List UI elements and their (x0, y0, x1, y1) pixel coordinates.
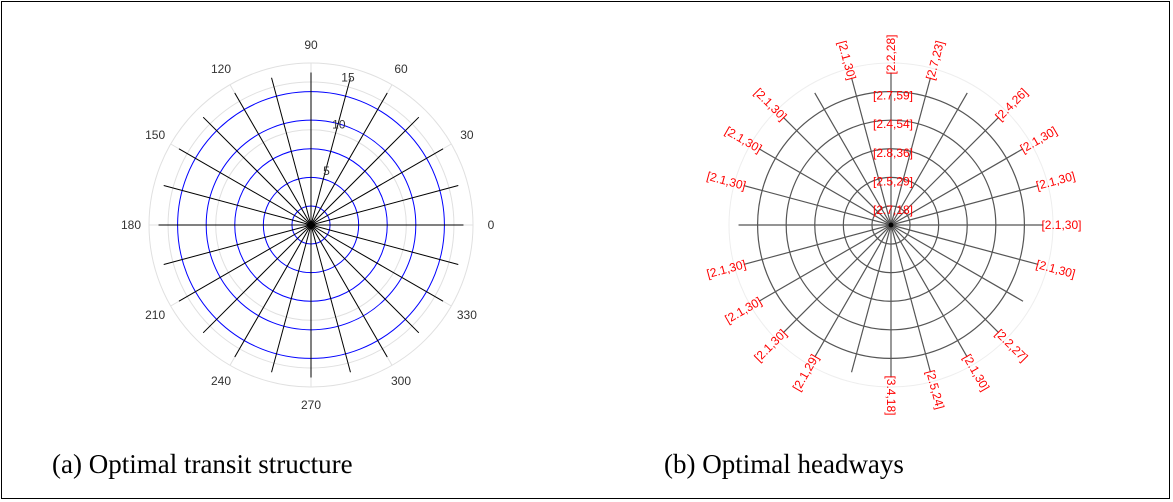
angle-tick-label: 120 (211, 62, 231, 76)
radial-route (178, 148, 312, 226)
ring-headway-label: [2.5,29] (873, 174, 913, 188)
radial-headway-label: [2.1,30] (705, 169, 747, 193)
radius-tick-label: 5 (323, 164, 330, 178)
radial-headway-label: [2.5,24] (923, 369, 947, 411)
radial-headway-label: [3.4,18] (884, 375, 898, 415)
angle-tick-label: 210 (145, 308, 165, 322)
radial-headway-label: [2.1,29] (790, 352, 822, 394)
radial-headway-label: [2.2,27] (992, 326, 1030, 364)
radial-route (163, 224, 312, 265)
radial-headway-label: [2.1,30] (723, 294, 765, 326)
radial-headway-label: [2.2,28] (884, 35, 898, 75)
radial-headway-label: [2.1,30] (1018, 124, 1060, 156)
angle-tick-label: 30 (460, 128, 474, 142)
angle-tick-label: 60 (394, 62, 408, 76)
radial-route (890, 224, 968, 358)
radial-route (202, 224, 312, 334)
radial-route (163, 185, 312, 226)
radial-route (310, 116, 420, 226)
radial-route (890, 224, 932, 373)
radial-route (310, 77, 351, 226)
caption-optimal-transit-structure: (a) Optimal transit structure (52, 449, 353, 479)
radial-route (310, 224, 351, 373)
radial-route (178, 224, 312, 302)
radial-route (234, 92, 312, 226)
center-node (308, 222, 314, 228)
radial-route (814, 92, 892, 226)
radial-headway-label: [2.1,30] (1035, 169, 1077, 193)
radial-route (850, 77, 892, 226)
radial-headway-label: [2.1,30] (705, 257, 747, 281)
angle-tick-label: 180 (121, 218, 141, 232)
center-node (888, 222, 894, 228)
caption-optimal-headways: (b) Optimal headways (664, 449, 904, 479)
radius-tick-label: 10 (332, 117, 346, 131)
ring-headway-label: [2.4,54] (873, 117, 913, 131)
angle-tick-label: 270 (301, 398, 321, 412)
radial-route (890, 224, 1039, 266)
radial-route (890, 224, 1000, 334)
radial-route (310, 224, 388, 358)
radial-route (310, 224, 420, 334)
radius-tick-label: 15 (341, 71, 355, 85)
angle-tick-label: 90 (304, 38, 318, 52)
ring-headway-label: [2.8,36] (873, 146, 913, 160)
angle-tick-label: 300 (391, 374, 411, 388)
radial-route (782, 116, 892, 226)
angle-tick-label: 0 (488, 218, 495, 232)
radial-route (782, 224, 892, 334)
angle-tick-label: 150 (145, 128, 165, 142)
radial-route (743, 184, 892, 226)
radial-route (890, 92, 968, 226)
ring-headway-label: [2.7,18] (873, 203, 913, 217)
radial-headway-label: [2.4,26] (992, 85, 1030, 123)
radial-headway-label: [2.1,30] (751, 326, 789, 364)
angle-tick-label: 330 (457, 308, 477, 322)
ring-headway-label: [2.7,59] (873, 89, 913, 103)
radial-route (890, 77, 932, 226)
radial-headway-label: [2.1,30] (1035, 257, 1077, 281)
radial-route (890, 148, 1024, 226)
radial-route (743, 224, 892, 266)
radial-route (850, 224, 892, 373)
radial-route (234, 224, 312, 358)
radial-headway-label: [2.1,30] (1041, 218, 1081, 232)
radial-route (814, 224, 892, 358)
polar-outer-circle (728, 62, 1054, 388)
radial-route (758, 148, 892, 226)
radial-route (310, 224, 459, 265)
radial-route (310, 185, 459, 226)
polar-plot-headways: [2.1,30][2.1,30][2.1,30][2.4,26][2.7,23]… (705, 35, 1081, 416)
radial-headway-label: [2.1,30] (751, 85, 789, 123)
radial-route (202, 116, 312, 226)
radial-route (271, 77, 312, 226)
radial-route (271, 224, 312, 373)
radial-headway-label: [2.1,30] (723, 124, 765, 156)
radial-headway-label: [2.7,23] (923, 39, 947, 81)
radial-route (890, 224, 1024, 302)
radial-route (758, 224, 892, 302)
radial-route (310, 148, 444, 226)
radial-route (310, 224, 444, 302)
radial-route (310, 92, 388, 226)
radial-headway-label: [2.1,30] (835, 39, 859, 81)
radial-route (890, 184, 1039, 226)
radial-headway-label: [2.1,30] (960, 352, 992, 394)
radial-route (890, 116, 1000, 226)
polar-plot-transit-structure: 0 30 60 90 120 150 180 210 240 270 300 330 5 10 15 (121, 38, 495, 412)
angle-tick-label: 240 (211, 374, 231, 388)
